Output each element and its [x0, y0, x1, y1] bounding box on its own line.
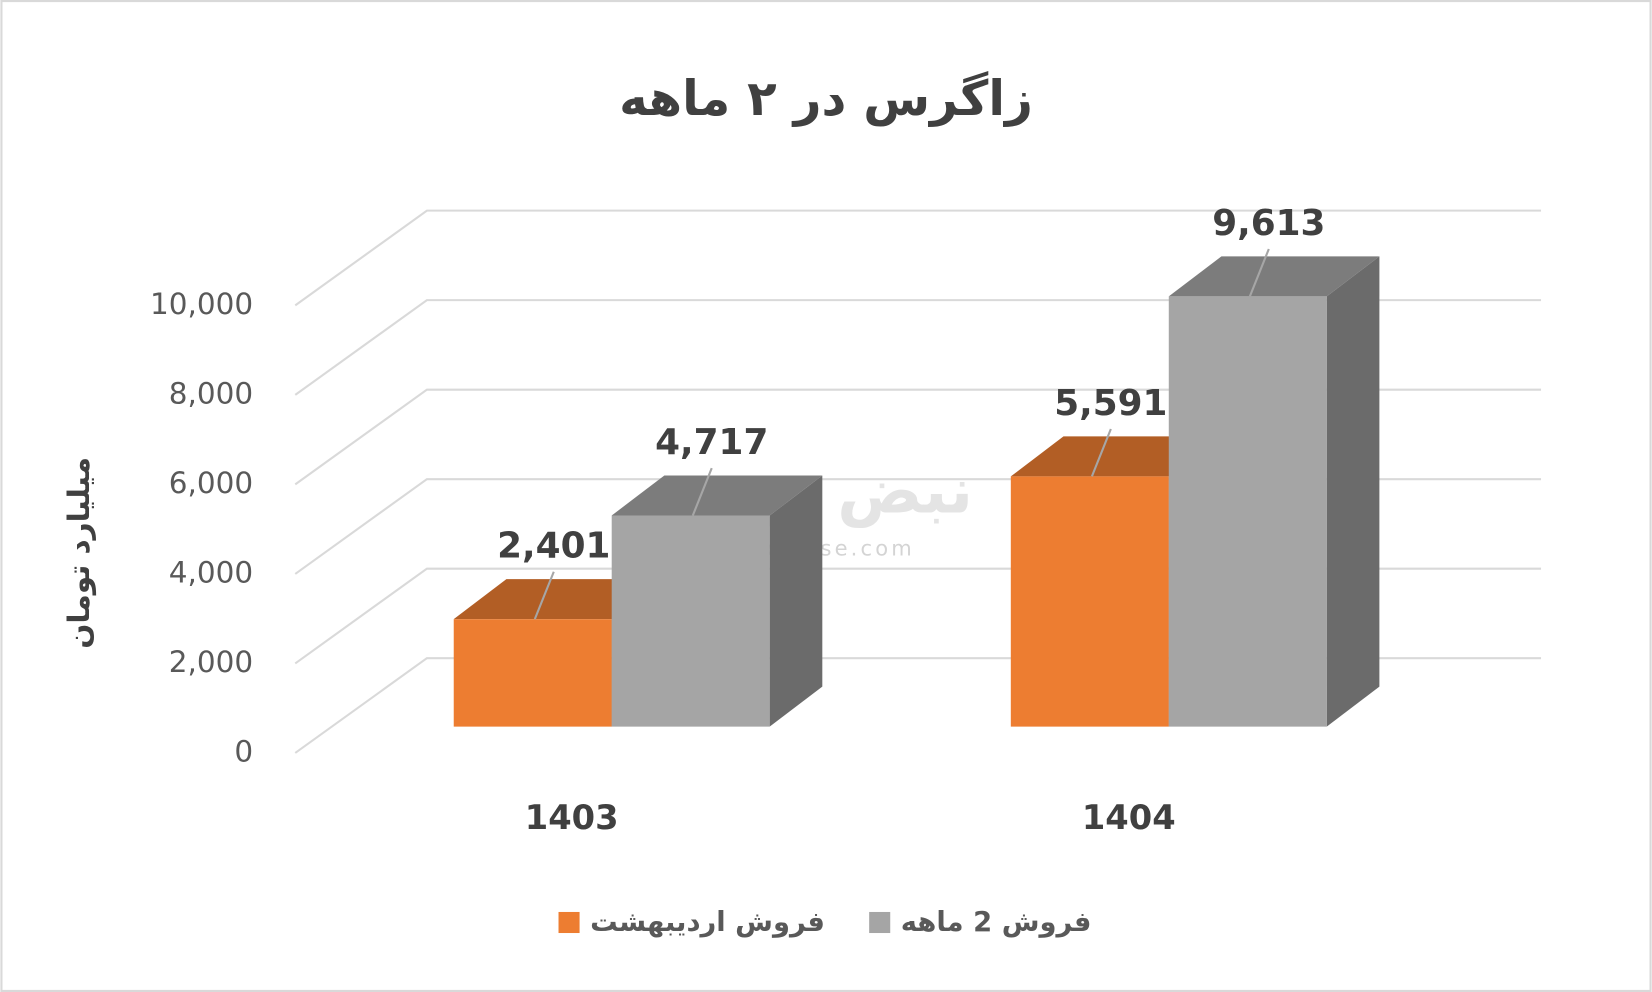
grid-line: [294, 209, 1542, 307]
bar: [1010, 476, 1169, 727]
legend-label: فروش اردیبهشت: [590, 907, 825, 938]
y-tick-label: 10,000: [150, 287, 253, 321]
bar: [1168, 296, 1327, 727]
data-label: 4,717: [655, 422, 768, 463]
bar-side: [769, 475, 823, 727]
bar: [453, 619, 612, 727]
y-tick-label: 0: [234, 734, 253, 768]
y-tick-label: 6,000: [169, 466, 253, 500]
leader-line: [533, 571, 555, 620]
bar-side: [1326, 256, 1380, 727]
legend-swatch: [558, 911, 580, 934]
x-tick-label: 1403: [525, 798, 619, 837]
leader-line: [691, 467, 713, 516]
leader-line: [1090, 428, 1112, 477]
legend-swatch: [869, 911, 891, 934]
legend-label: فروش 2 ماهه: [901, 907, 1092, 938]
chart-title: زاگرس در ۲ ماهه: [619, 70, 1033, 127]
y-axis-label: میلیارد تومان: [62, 457, 96, 649]
y-tick-label: 4,000: [169, 555, 253, 589]
bar: [611, 515, 770, 727]
x-tick-label: 1404: [1082, 798, 1176, 837]
leader-line: [1248, 248, 1270, 297]
data-label: 9,613: [1212, 203, 1325, 244]
data-label: 2,401: [497, 526, 610, 567]
y-tick-label: 8,000: [169, 376, 253, 410]
bar-top: [1168, 256, 1380, 297]
bar-top: [611, 475, 823, 516]
data-label: 5,591: [1054, 383, 1167, 424]
y-tick-label: 2,000: [169, 645, 253, 679]
